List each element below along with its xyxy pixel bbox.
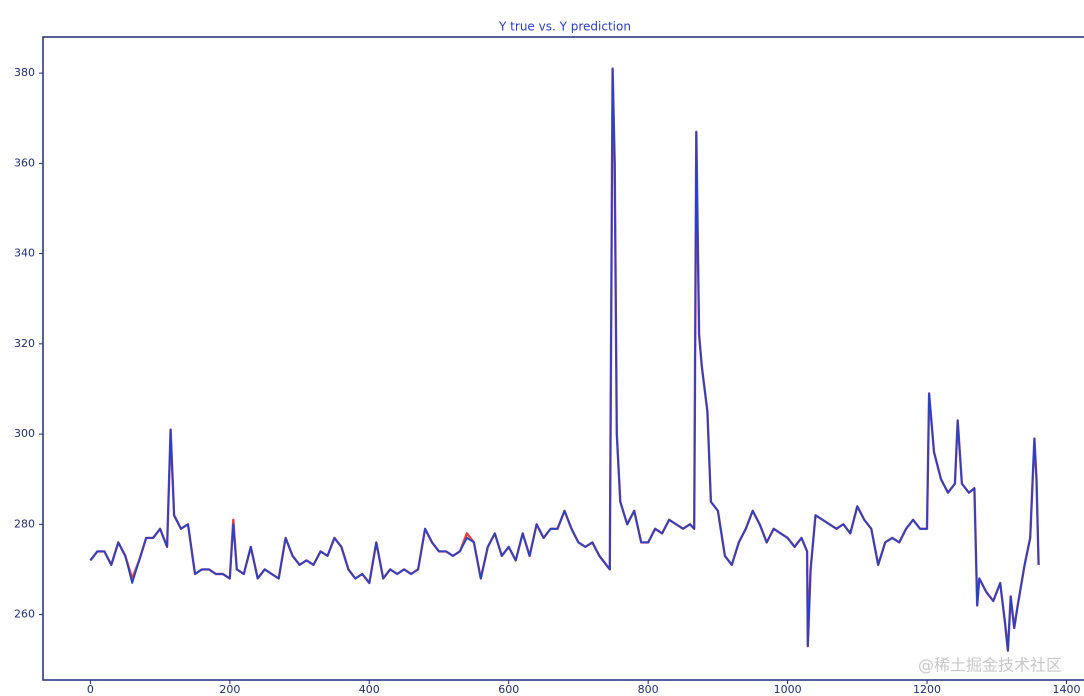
- chart-title: Y true vs. Y prediction: [498, 20, 631, 34]
- y-tick-label: 360: [14, 156, 35, 169]
- y-tick-label: 260: [14, 608, 35, 621]
- x-tick-label: 1400: [1052, 683, 1080, 696]
- x-tick-label: 400: [359, 683, 380, 696]
- x-tick-label: 800: [638, 683, 659, 696]
- axes-frame: [42, 36, 1084, 681]
- y-tick-label: 340: [14, 247, 35, 260]
- x-tick-label: 600: [498, 683, 519, 696]
- y-tick-label: 280: [14, 517, 35, 530]
- y-tick-label: 380: [14, 66, 35, 79]
- y-tick-label: 300: [14, 427, 35, 440]
- watermark: @稀土掘金技术社区: [918, 656, 1062, 675]
- x-tick-label: 0: [87, 683, 94, 696]
- series-line: [89, 67, 1040, 652]
- plot-area: [89, 67, 1040, 652]
- x-tick-label: 1200: [913, 683, 941, 696]
- y-tick-label: 320: [14, 337, 35, 350]
- x-tick-label: 200: [219, 683, 240, 696]
- x-tick-label: 1000: [774, 683, 802, 696]
- series-line: [89, 67, 1040, 652]
